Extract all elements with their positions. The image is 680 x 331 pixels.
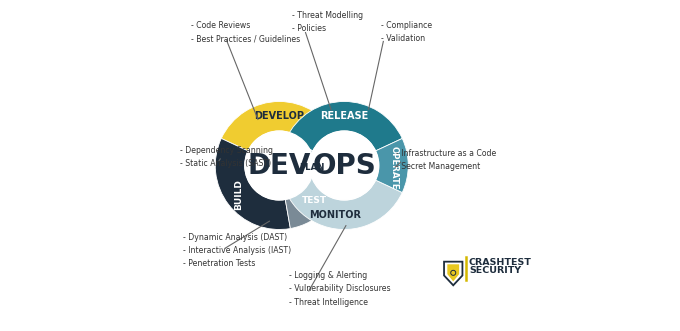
Text: - Code Reviews
- Best Practices / Guidelines: - Code Reviews - Best Practices / Guidel… xyxy=(190,21,300,43)
Circle shape xyxy=(245,131,313,200)
Text: OPS: OPS xyxy=(312,152,376,179)
Text: - Threat Modelling
- Policies: - Threat Modelling - Policies xyxy=(292,11,364,33)
Text: - Compliance
- Validation: - Compliance - Validation xyxy=(381,21,432,43)
Wedge shape xyxy=(216,138,290,229)
Text: DEV: DEV xyxy=(248,152,311,179)
PathPatch shape xyxy=(447,264,459,281)
Text: TEST: TEST xyxy=(302,196,327,205)
Text: - Dependency Scanning
- Static Analysis (SAST): - Dependency Scanning - Static Analysis … xyxy=(180,146,273,168)
Text: - Infrastructure as a Code
- Secret Management: - Infrastructure as a Code - Secret Mana… xyxy=(396,149,496,171)
Wedge shape xyxy=(311,138,343,171)
Wedge shape xyxy=(375,138,408,193)
Text: BUILD: BUILD xyxy=(234,179,243,210)
Text: PLAN: PLAN xyxy=(299,163,324,172)
Circle shape xyxy=(452,271,454,274)
Wedge shape xyxy=(221,102,337,151)
Text: OPERATE: OPERATE xyxy=(390,146,398,190)
Wedge shape xyxy=(286,168,343,228)
Circle shape xyxy=(310,131,379,200)
Text: DEVELOP: DEVELOP xyxy=(254,111,304,121)
Text: - Dynamic Analysis (DAST)
- Interactive Analysis (IAST)
- Penetration Tests: - Dynamic Analysis (DAST) - Interactive … xyxy=(183,233,291,268)
Text: SECURITY: SECURITY xyxy=(469,266,521,275)
Circle shape xyxy=(451,270,456,275)
Text: CRASHTEST: CRASHTEST xyxy=(469,259,532,267)
Text: - Logging & Alerting
- Vulnerability Disclosures
- Threat Intelligence: - Logging & Alerting - Vulnerability Dis… xyxy=(289,271,391,307)
Wedge shape xyxy=(286,102,403,151)
Text: MONITOR: MONITOR xyxy=(309,210,362,219)
Text: RELEASE: RELEASE xyxy=(320,111,369,121)
Wedge shape xyxy=(280,138,403,229)
